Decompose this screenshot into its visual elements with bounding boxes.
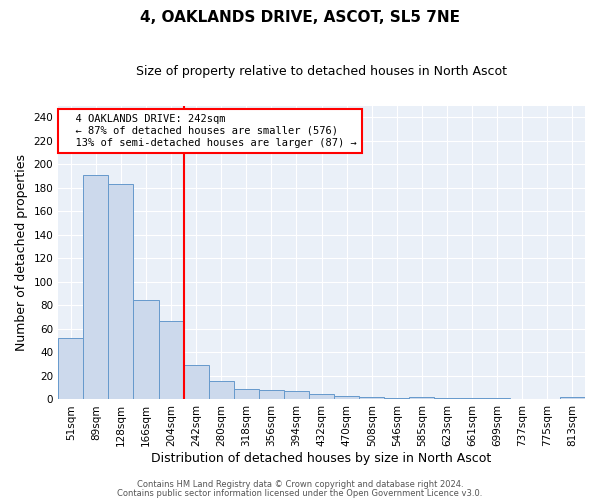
Text: Contains HM Land Registry data © Crown copyright and database right 2024.: Contains HM Land Registry data © Crown c… — [137, 480, 463, 489]
Y-axis label: Number of detached properties: Number of detached properties — [15, 154, 28, 351]
Bar — [83, 175, 109, 400]
Bar — [309, 394, 334, 400]
Bar — [409, 397, 434, 400]
Bar — [158, 320, 184, 400]
Text: 4 OAKLANDS DRIVE: 242sqm
  ← 87% of detached houses are smaller (576)
  13% of s: 4 OAKLANDS DRIVE: 242sqm ← 87% of detach… — [64, 114, 357, 148]
Bar — [133, 300, 158, 400]
Bar — [234, 389, 259, 400]
Bar — [359, 397, 385, 400]
Text: Contains public sector information licensed under the Open Government Licence v3: Contains public sector information licen… — [118, 488, 482, 498]
Bar — [434, 398, 460, 400]
X-axis label: Distribution of detached houses by size in North Ascot: Distribution of detached houses by size … — [151, 452, 492, 465]
Bar — [560, 397, 585, 400]
Text: 4, OAKLANDS DRIVE, ASCOT, SL5 7NE: 4, OAKLANDS DRIVE, ASCOT, SL5 7NE — [140, 10, 460, 25]
Bar — [460, 398, 485, 400]
Bar — [109, 184, 133, 400]
Bar — [284, 391, 309, 400]
Bar — [209, 380, 234, 400]
Title: Size of property relative to detached houses in North Ascot: Size of property relative to detached ho… — [136, 65, 507, 78]
Bar — [58, 338, 83, 400]
Bar — [184, 366, 209, 400]
Bar — [485, 398, 510, 400]
Bar — [385, 398, 409, 400]
Bar — [259, 390, 284, 400]
Bar — [334, 396, 359, 400]
